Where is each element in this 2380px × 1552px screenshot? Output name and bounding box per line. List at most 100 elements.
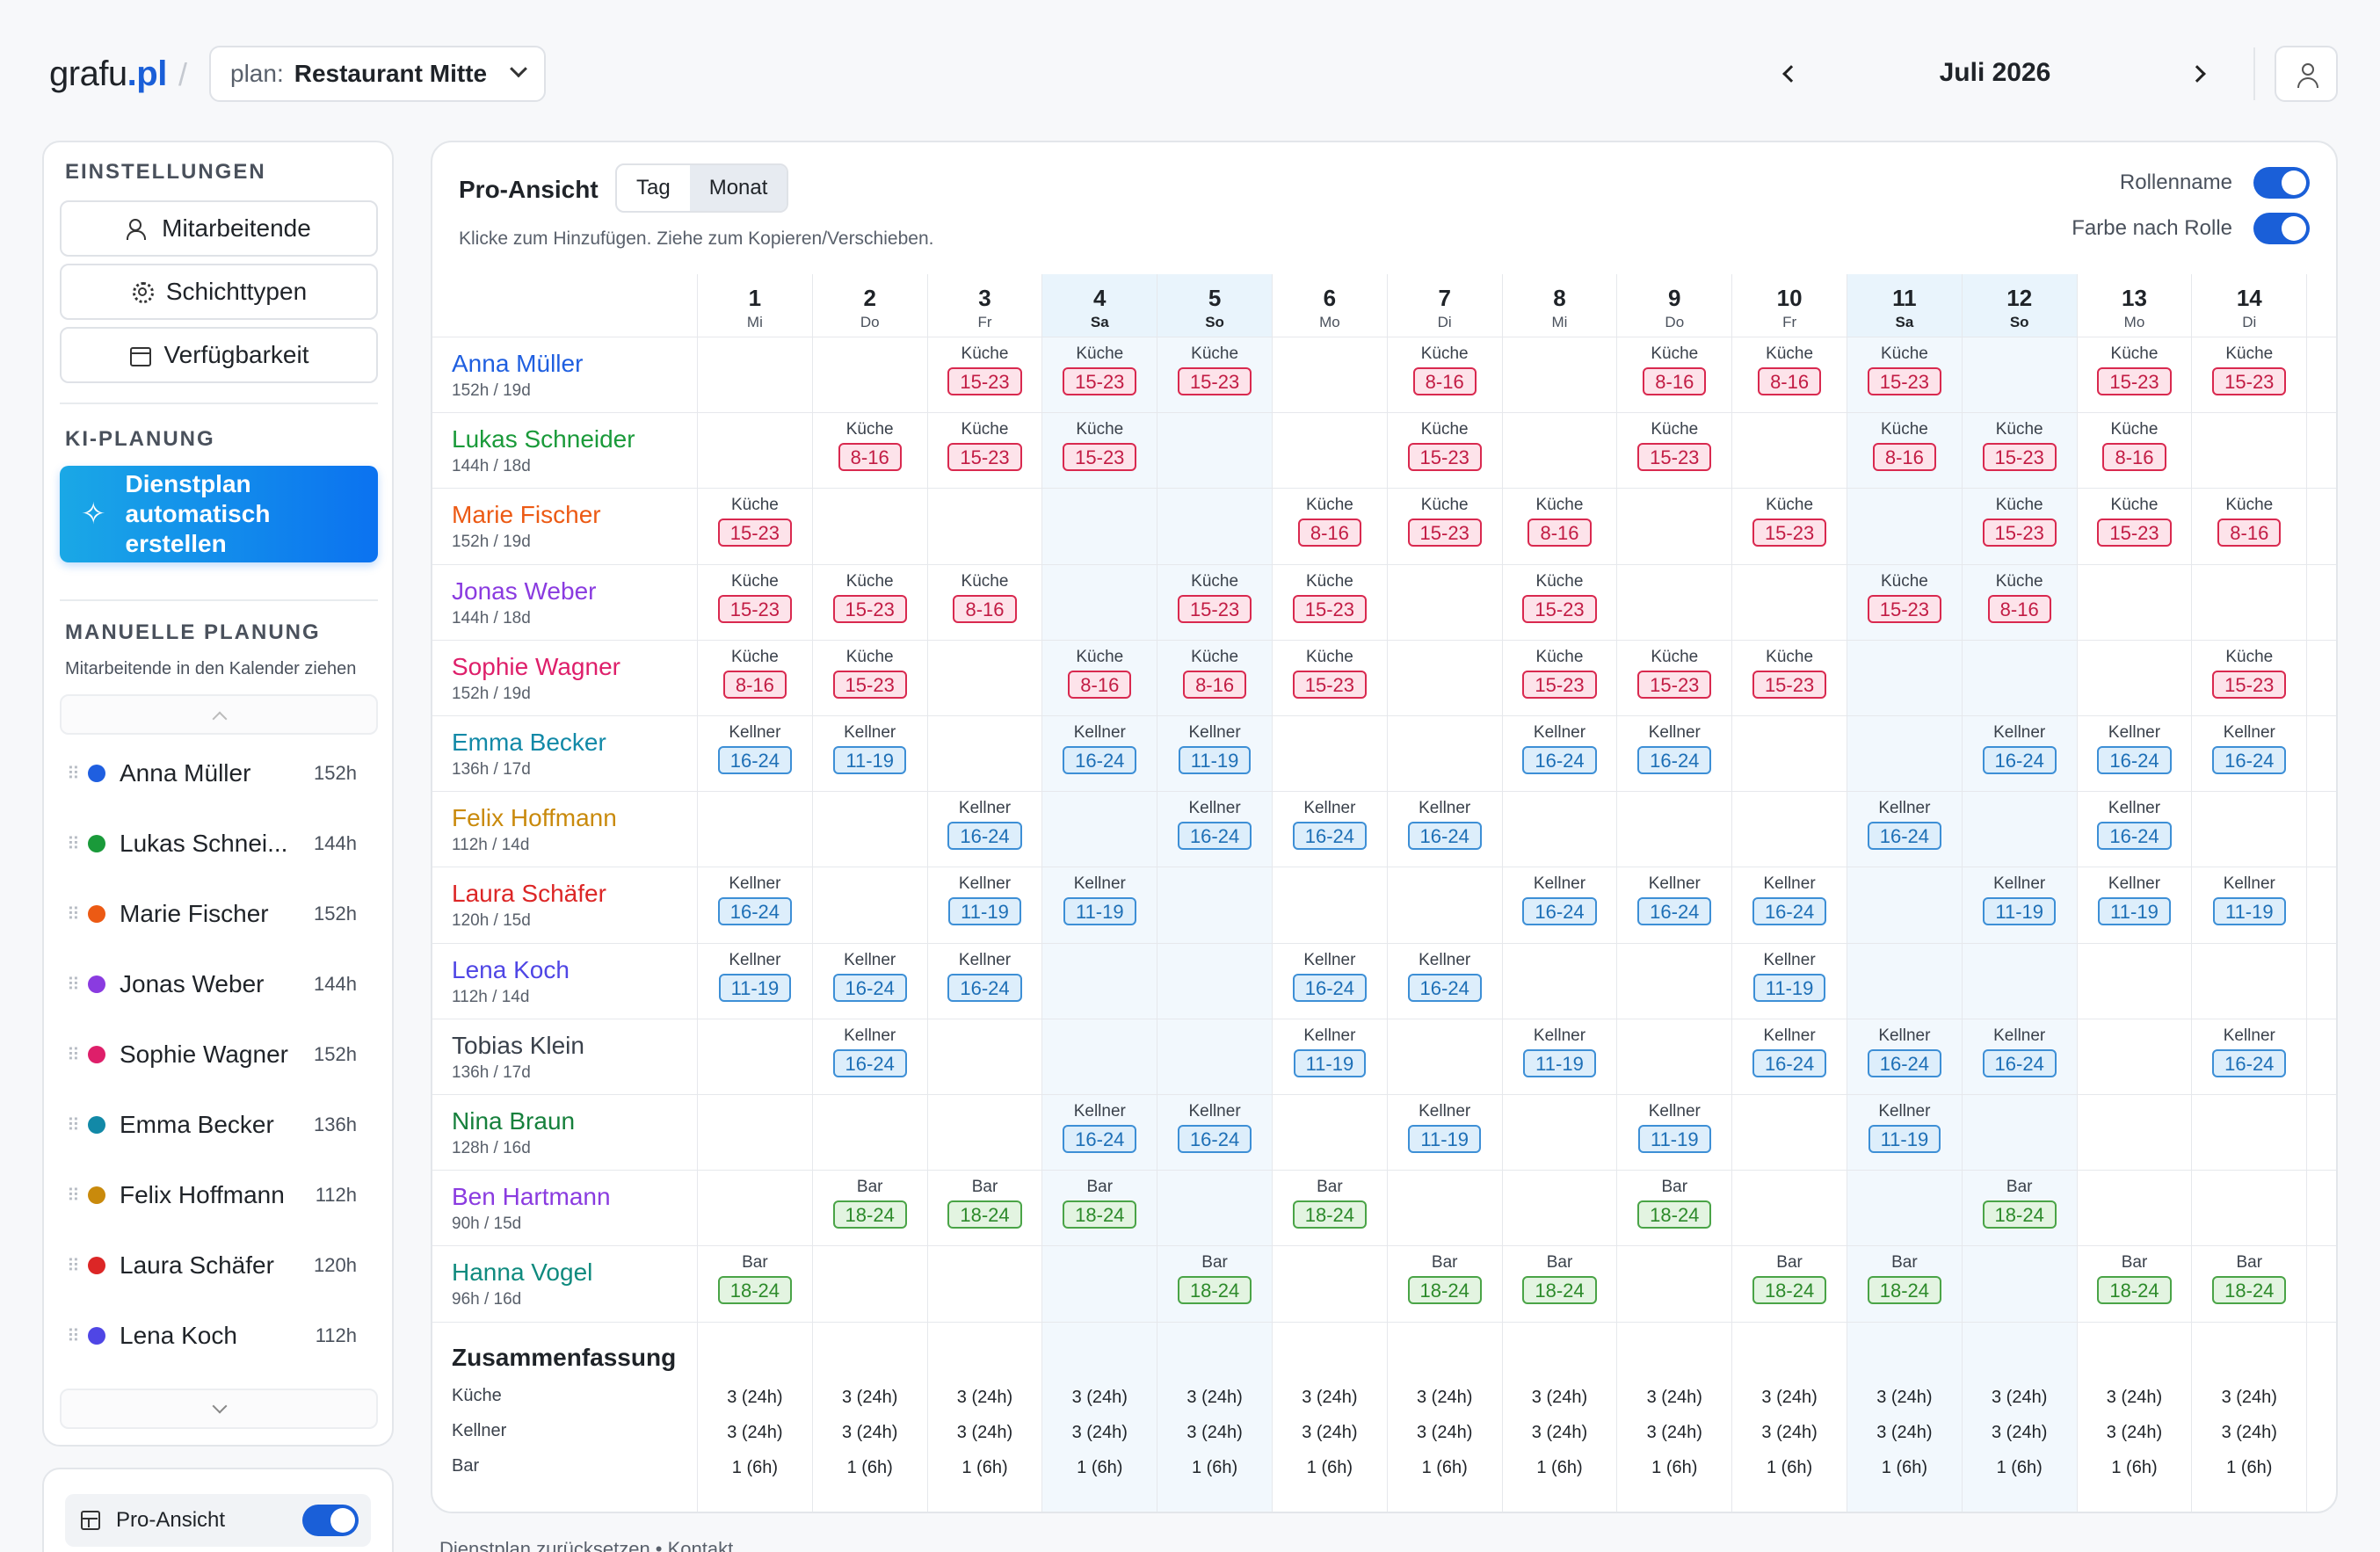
shift-block[interactable]: Kellner 16-24 <box>1503 723 1617 774</box>
schedule-cell[interactable] <box>1617 489 1733 565</box>
schedule-cell[interactable] <box>1273 413 1388 490</box>
schedule-cell-partial[interactable] <box>2307 792 2336 868</box>
drag-handle-icon[interactable]: ⠿ <box>67 975 80 995</box>
shift-block[interactable]: Bar 18-24 <box>698 1253 812 1305</box>
schedule-cell[interactable]: Küche 8-16 <box>1732 337 1847 414</box>
schedule-cell[interactable] <box>1962 1246 2078 1323</box>
schedule-cell[interactable] <box>1042 1246 1158 1323</box>
shift-block[interactable]: Küche 8-16 <box>813 420 927 472</box>
schedule-cell[interactable] <box>927 1246 1043 1323</box>
scroll-up-button[interactable] <box>60 694 378 735</box>
schedule-cell[interactable]: Bar 18-24 <box>1502 1246 1618 1323</box>
schedule-cell[interactable]: Kellner 11-19 <box>1847 1095 1963 1171</box>
schedule-cell-partial[interactable] <box>2307 867 2336 944</box>
draggable-employee[interactable]: ⠿ Emma Becker 136h <box>60 1100 378 1149</box>
pro-view-toggle[interactable] <box>302 1505 359 1536</box>
schedule-cell[interactable] <box>927 1019 1043 1095</box>
schedule-cell[interactable]: Küche 15-23 <box>1617 640 1733 716</box>
shift-block[interactable]: Küche 15-23 <box>2078 344 2192 395</box>
schedule-cell[interactable] <box>1387 716 1503 793</box>
schedule-cell[interactable] <box>1387 1019 1503 1095</box>
shift-block[interactable]: Küche 15-23 <box>1503 648 1617 699</box>
schedule-cell[interactable] <box>1387 867 1503 944</box>
shift-block[interactable]: Bar 18-24 <box>1042 1178 1157 1229</box>
schedule-cell[interactable] <box>1157 1171 1273 1247</box>
previous-month-button[interactable] <box>1775 58 1807 90</box>
draggable-employee[interactable]: ⠿ Laura Schäfer 120h <box>60 1241 378 1290</box>
shift-block[interactable]: Kellner 16-24 <box>1388 799 1502 851</box>
schedule-cell[interactable] <box>1502 413 1618 490</box>
shift-block[interactable]: Küche 8-16 <box>1503 496 1617 548</box>
shift-block[interactable]: Kellner 16-24 <box>1963 1026 2077 1077</box>
schedule-cell[interactable]: Küche 15-23 <box>1387 489 1503 565</box>
schedule-cell[interactable] <box>1502 1171 1618 1247</box>
schedule-cell[interactable]: Bar 18-24 <box>698 1246 813 1323</box>
draggable-employee[interactable]: ⠿ Lena Koch 112h <box>60 1311 378 1360</box>
schedule-cell[interactable] <box>1273 716 1388 793</box>
shift-block[interactable]: Küche 15-23 <box>1847 572 1962 623</box>
schedule-cell[interactable] <box>2192 564 2308 641</box>
shift-block[interactable]: Bar 18-24 <box>928 1178 1042 1229</box>
employees-button[interactable]: Mitarbeitende <box>60 200 378 257</box>
schedule-cell[interactable] <box>1387 1171 1503 1247</box>
schedule-cell[interactable] <box>1042 564 1158 641</box>
schedule-cell[interactable] <box>1502 1095 1618 1171</box>
drag-handle-icon[interactable]: ⠿ <box>67 904 80 925</box>
shift-block[interactable]: Küche 15-23 <box>1963 420 2077 472</box>
schedule-cell[interactable]: Kellner 16-24 <box>1617 867 1733 944</box>
shift-block[interactable]: Küche 15-23 <box>1617 420 1731 472</box>
schedule-cell[interactable]: Küche 15-23 <box>2077 337 2193 414</box>
shift-block[interactable]: Küche 15-23 <box>1042 420 1157 472</box>
schedule-cell-partial[interactable] <box>2307 716 2336 793</box>
schedule-cell[interactable] <box>2192 1171 2308 1247</box>
schedule-cell-partial[interactable] <box>2307 1246 2336 1323</box>
shift-block[interactable]: Bar 18-24 <box>1732 1253 1847 1305</box>
footer-links[interactable]: Dienstplan zurücksetzen • Kontakt <box>439 1538 734 1552</box>
schedule-cell[interactable]: Kellner 16-24 <box>812 1019 928 1095</box>
schedule-cell[interactable]: Bar 18-24 <box>1732 1246 1847 1323</box>
schedule-cell[interactable] <box>698 792 813 868</box>
schedule-cell[interactable]: Bar 18-24 <box>1962 1171 2078 1247</box>
schedule-cell[interactable] <box>1962 1095 2078 1171</box>
schedule-cell[interactable]: Küche 15-23 <box>1847 337 1963 414</box>
schedule-cell[interactable]: Küche 15-23 <box>1157 337 1273 414</box>
shift-block[interactable]: Küche 8-16 <box>1617 344 1731 395</box>
schedule-cell[interactable] <box>812 1246 928 1323</box>
schedule-cell[interactable] <box>1617 1019 1733 1095</box>
shift-block[interactable]: Küche 15-23 <box>928 344 1042 395</box>
schedule-cell[interactable]: Küche 8-16 <box>698 640 813 716</box>
shift-block[interactable]: Kellner 16-24 <box>1042 723 1157 774</box>
draggable-employee[interactable]: ⠿ Sophie Wagner 152h <box>60 1030 378 1079</box>
shift-block[interactable]: Bar 18-24 <box>1963 1178 2077 1229</box>
schedule-cell[interactable]: Küche 15-23 <box>927 413 1043 490</box>
shift-block[interactable]: Bar 18-24 <box>1847 1253 1962 1305</box>
schedule-cell[interactable]: Bar 18-24 <box>1617 1171 1733 1247</box>
schedule-cell[interactable]: Küche 15-23 <box>812 640 928 716</box>
schedule-cell[interactable]: Kellner 16-24 <box>1962 1019 2078 1095</box>
schedule-cell[interactable]: Bar 18-24 <box>2192 1246 2308 1323</box>
shift-block[interactable]: Kellner 16-24 <box>1732 1026 1847 1077</box>
schedule-cell[interactable]: Kellner 16-24 <box>1273 792 1388 868</box>
schedule-cell[interactable] <box>1732 413 1847 490</box>
shift-block[interactable]: Kellner 16-24 <box>1157 1102 1272 1153</box>
schedule-cell[interactable] <box>927 716 1043 793</box>
schedule-cell[interactable]: Kellner 11-19 <box>1617 1095 1733 1171</box>
schedule-cell[interactable]: Küche 15-23 <box>1273 564 1388 641</box>
schedule-cell[interactable] <box>1732 564 1847 641</box>
schedule-cell[interactable]: Kellner 16-24 <box>1273 943 1388 1019</box>
shift-block[interactable]: Küche 8-16 <box>928 572 1042 623</box>
schedule-cell[interactable]: Küche 15-23 <box>1617 413 1733 490</box>
schedule-cell[interactable] <box>1273 1095 1388 1171</box>
shift-block[interactable]: Küche 8-16 <box>1847 420 1962 472</box>
shift-block[interactable]: Küche 15-23 <box>1732 648 1847 699</box>
shift-block[interactable]: Kellner 11-19 <box>698 951 812 1002</box>
schedule-cell[interactable]: Kellner 16-24 <box>1847 1019 1963 1095</box>
schedule-cell[interactable] <box>1273 867 1388 944</box>
schedule-cell[interactable] <box>1617 943 1733 1019</box>
schedule-cell-partial[interactable] <box>2307 641 2336 716</box>
schedule-cell[interactable]: Küche 15-23 <box>1732 489 1847 565</box>
schedule-cell[interactable] <box>1732 792 1847 868</box>
schedule-cell[interactable] <box>812 337 928 414</box>
drag-handle-icon[interactable]: ⠿ <box>67 764 80 784</box>
shift-block[interactable]: Küche 15-23 <box>698 496 812 548</box>
